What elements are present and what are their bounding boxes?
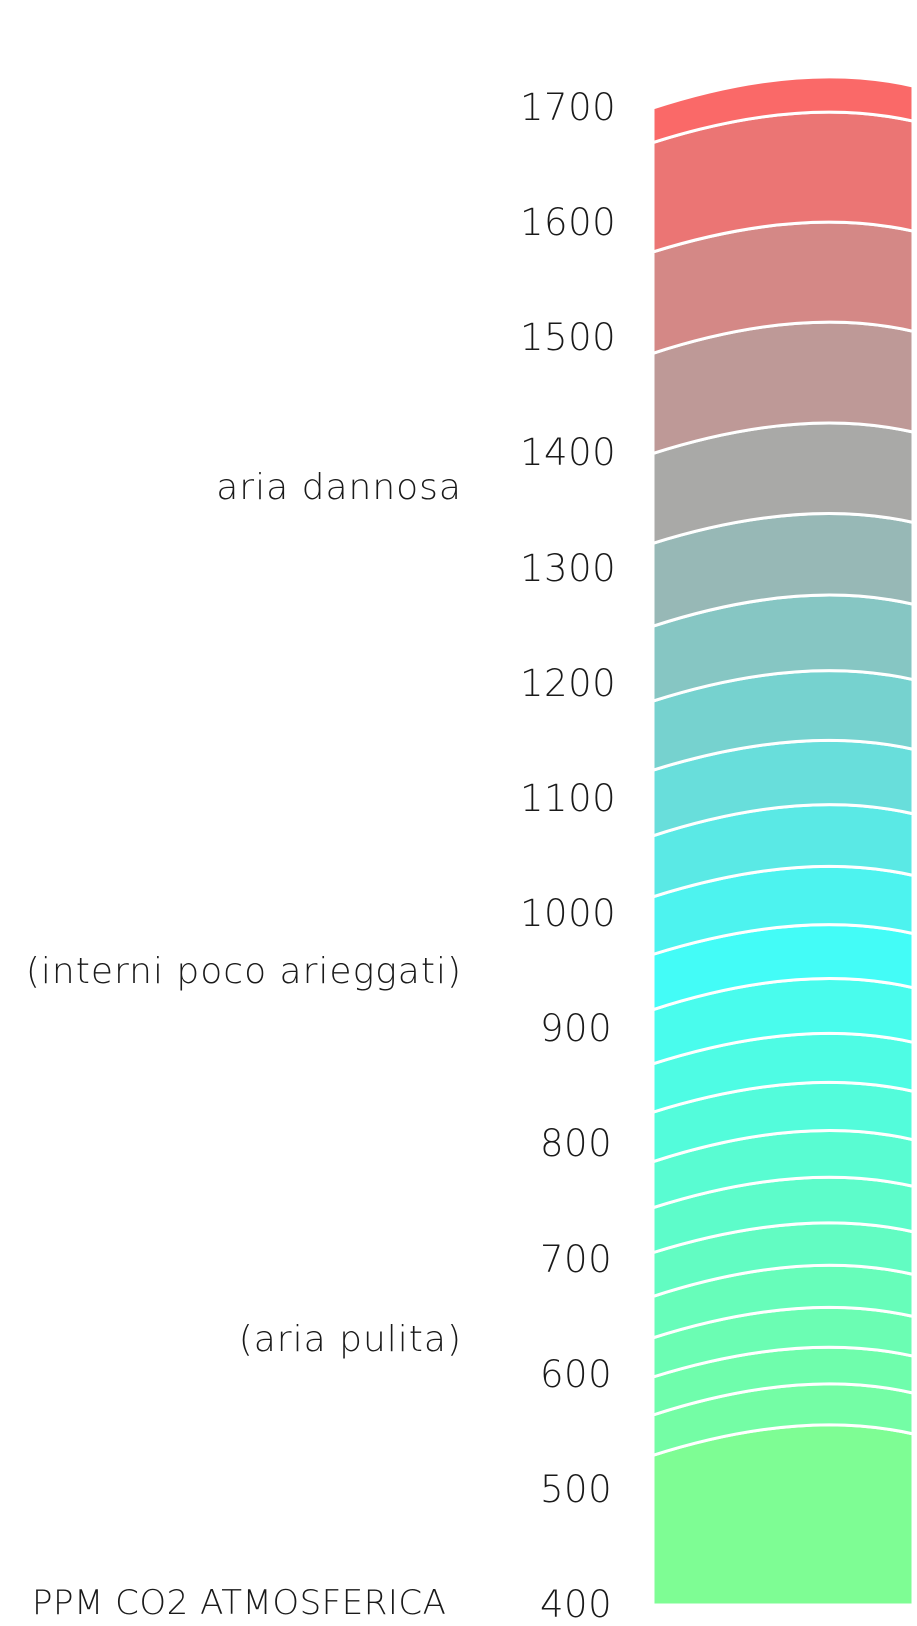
zone-label-2: (aria pulita) <box>238 1319 462 1361</box>
y-tick-label-1000: 1000 <box>520 892 617 936</box>
y-tick-label-1400: 1400 <box>520 431 617 475</box>
y-tick-label-1600: 1600 <box>520 201 617 245</box>
zone-label-1: (interni poco arieggati) <box>25 950 462 992</box>
y-tick-label-400: 400 <box>540 1583 613 1626</box>
y-tick-label-600: 600 <box>540 1352 613 1396</box>
y-tick-label-1700: 1700 <box>520 86 617 129</box>
co2-band-400-530 <box>651 1423 915 1607</box>
y-tick-label-1500: 1500 <box>520 316 617 360</box>
co2-band-1670-1700 <box>651 75 915 145</box>
y-tick-label-1300: 1300 <box>520 546 617 590</box>
y-tick-label-1100: 1100 <box>520 776 617 820</box>
y-tick-label-800: 800 <box>540 1122 613 1166</box>
y-tick-label-1200: 1200 <box>520 661 617 705</box>
y-axis-label: PPM CO2 ATMOSFERICA <box>32 1583 447 1623</box>
y-tick-label-900: 900 <box>540 1007 613 1051</box>
zone-label-0: aria dannosa <box>216 467 462 508</box>
y-tick-label-700: 700 <box>540 1237 613 1281</box>
y-tick-label-500: 500 <box>540 1467 613 1511</box>
